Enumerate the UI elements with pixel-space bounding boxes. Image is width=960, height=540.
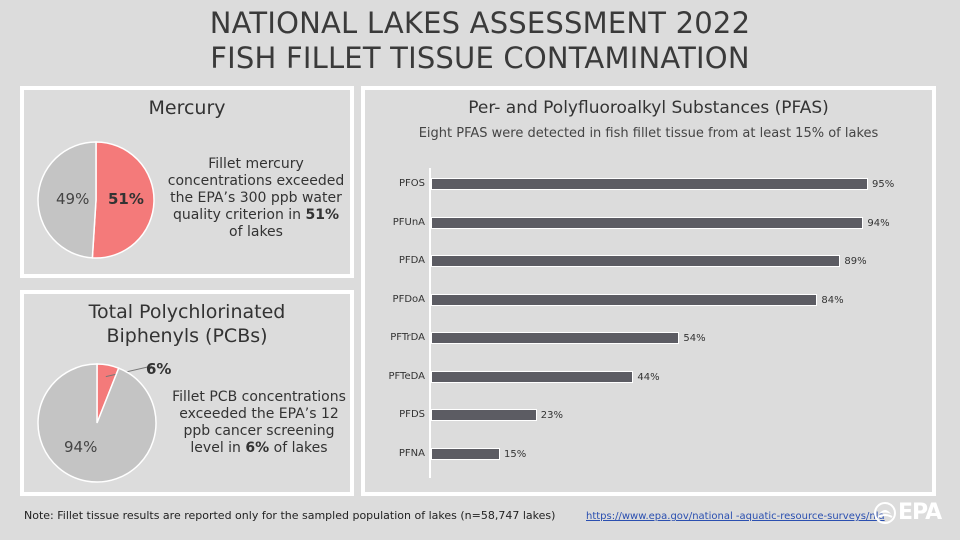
mercury-title: Mercury — [148, 97, 226, 119]
pcb-desc-highlight: 6% — [245, 440, 270, 456]
pfas-panel: Per- and Polyfluoroalkyl Substances (PFA… — [361, 86, 936, 496]
bar-pfds — [431, 409, 537, 421]
mercury-description: Fillet mercury concentrations exceeded t… — [166, 156, 346, 241]
bar-value-label: 44% — [637, 371, 660, 383]
bar-pfna — [431, 447, 500, 460]
bar-pfda — [431, 255, 841, 267]
mercury-desc-line: concentrations exceeded — [167, 173, 345, 189]
bar-pfos — [431, 178, 868, 190]
pfas-title: Per- and Polyfluoroalkyl Substances (PFA… — [468, 98, 829, 118]
bar-pfuna — [431, 216, 864, 229]
pcb-desc-suffix: of lakes — [273, 440, 328, 456]
mercury-pie-slice-1 — [37, 141, 97, 259]
bar-category-label: PFDoA — [392, 293, 425, 305]
epa-logo-text: EPA — [898, 500, 942, 525]
bar-category-label: PFNA — [398, 447, 425, 459]
bar-category-label: PFDA — [398, 255, 425, 266]
pcb-title: Total Polychlorinated Biphenyls (PCBs) — [24, 300, 350, 348]
mercury-desc-line: quality criterion in — [172, 207, 302, 223]
bar-value-label: 23% — [540, 410, 564, 421]
pcb-not-exceed-label: 94% — [64, 438, 98, 456]
bar-category-label: PFTeDA — [388, 370, 425, 382]
mercury-pie-slice-0 — [91, 141, 155, 259]
title-line-1: NATIONAL LAKES ASSESSMENT 2022 — [209, 6, 751, 40]
pcb-description: Fillet PCB concentrations exceeded the E… — [166, 389, 352, 457]
bar-value-label: 15% — [504, 448, 527, 460]
mercury-exceed-label: 51% — [108, 190, 144, 208]
bar-pfteda — [431, 370, 634, 383]
bar-category-label: PFTrDA — [390, 332, 425, 343]
mercury-desc-line: the EPA’s 300 ppb water — [170, 190, 342, 206]
bar-value-label: 89% — [844, 256, 867, 267]
footnote: Note: Fillet tissue results are reported… — [24, 509, 556, 522]
mercury-panel: Mercury 49% 51% Fillet mercury concentra… — [20, 86, 354, 278]
bar-pftrda — [431, 332, 680, 344]
mercury-desc-end: of lakes — [229, 224, 283, 240]
bar-axis-line — [429, 168, 431, 478]
epa-flower-icon — [874, 501, 896, 524]
pcb-panel: Total Polychlorinated Biphenyls (PCBs) 6… — [20, 290, 354, 496]
pcb-desc-line: ppb cancer screening — [183, 423, 335, 439]
pcb-pie-slice-1 — [37, 363, 157, 483]
bar-value-label: 95% — [872, 179, 895, 190]
mercury-desc-line: Fillet mercury — [208, 156, 304, 172]
mercury-desc-highlight: 51% — [305, 207, 340, 223]
pfas-subtitle: Eight PFAS were detected in fish fillet … — [418, 126, 879, 141]
bar-category-label: PFDS — [399, 409, 425, 420]
mercury-not-exceed-label: 49% — [56, 190, 90, 208]
epa-logo: EPA — [874, 500, 942, 525]
pcb-desc-line: Fillet PCB concentrations — [172, 389, 346, 405]
bar-pfdoa — [431, 293, 818, 306]
title-line-2: FISH FILLET TISSUE CONTAMINATION — [210, 41, 750, 75]
pcb-pie-chart — [37, 363, 157, 483]
mercury-pie-chart — [37, 141, 155, 259]
pcb-desc-line: exceeded the EPA’s 12 — [179, 406, 339, 422]
bar-value-label: 94% — [867, 217, 890, 229]
bar-value-label: 54% — [683, 333, 706, 344]
pcb-pie-leader-line — [105, 365, 153, 378]
nla-link[interactable]: https://www.epa.gov/national -aquatic-re… — [586, 511, 885, 522]
pcb-title-line-2: Biphenyls (PCBs) — [106, 325, 268, 347]
page-title: NATIONAL LAKES ASSESSMENT 2022 FISH FILL… — [0, 6, 960, 76]
pcb-desc-prefix: level in — [190, 440, 241, 456]
pcb-exceed-label: 6% — [146, 360, 172, 378]
bar-value-label: 84% — [821, 294, 844, 306]
bar-category-label: PFUnA — [392, 216, 425, 228]
bar-category-label: PFOS — [398, 178, 425, 189]
pcb-title-line-1: Total Polychlorinated — [88, 301, 286, 323]
